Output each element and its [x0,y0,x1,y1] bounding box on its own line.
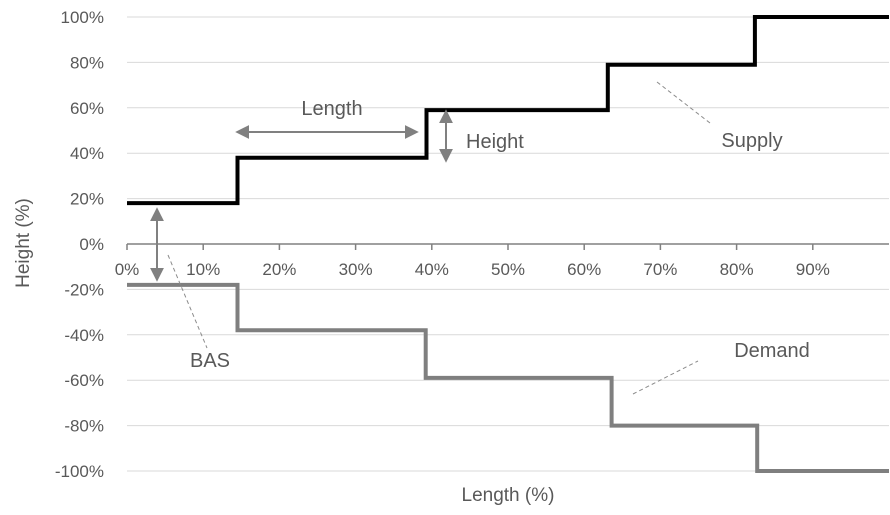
bas-leader-line [167,254,208,349]
y-tick-label: 20% [70,190,104,209]
y-tick-label: -100% [55,462,104,481]
demand-series-line [127,282,889,473]
y-tick-label: -60% [64,371,104,390]
x-tick-label: 90% [796,260,830,279]
y-tick-label: 100% [61,8,104,27]
x-tick-labels: 0% 10% 20% 30% 40% 50% 60% 70% 80% 90% [115,260,830,279]
x-tick-label: 20% [262,260,296,279]
bas-annotation: BAS [190,350,230,372]
supply-label: Supply [721,130,782,152]
supply-leader-line [656,81,711,124]
demand-label: Demand [734,340,810,362]
series-lines [127,15,889,473]
y-tick-label: 0% [79,235,104,254]
y-tick-label: 80% [70,53,104,72]
x-tick-label: 0% [115,260,140,279]
x-tick-label: 70% [643,260,677,279]
y-tick-label: 60% [70,99,104,118]
y-tick-label: -20% [64,280,104,299]
y-tick-labels: 100% 80% 60% 40% 20% 0% -20% -40% -60% -80% -100% [55,8,104,481]
y-tick-label: -80% [64,417,104,436]
length-annotation: Length [301,98,362,120]
height-annotation: Height [466,131,524,153]
x-tick-label: 30% [339,260,373,279]
supply-series-line [127,15,889,206]
x-tick-label: 40% [415,260,449,279]
x-tick-label: 50% [491,260,525,279]
x-axis-title: Length (%) [462,485,555,506]
y-tick-label: -40% [64,326,104,345]
x-tick-label: 10% [186,260,220,279]
y-axis-title: Height (%) [13,198,34,288]
y-tick-label: 40% [70,144,104,163]
x-tick-label: 80% [720,260,754,279]
x-tick-label: 60% [567,260,601,279]
x-axis [126,243,889,250]
demand-leader-line [632,360,699,395]
